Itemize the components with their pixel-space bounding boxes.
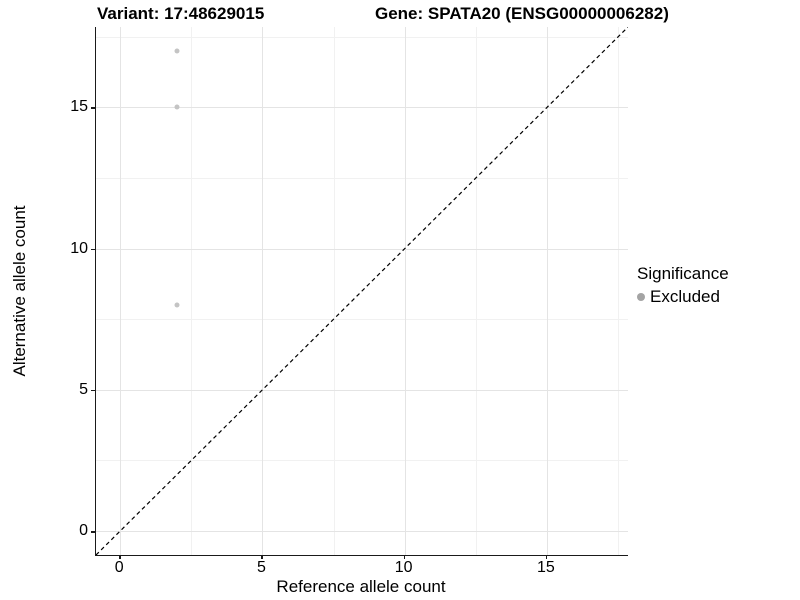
y-axis-title: Alternative allele count bbox=[10, 205, 29, 377]
x-tick-label: 10 bbox=[394, 559, 413, 576]
major-gridline bbox=[96, 107, 628, 109]
x-tick-label: 15 bbox=[537, 559, 555, 576]
legend-item-label: Excluded bbox=[650, 287, 720, 306]
y-tick-mark bbox=[91, 531, 95, 533]
major-gridline bbox=[96, 389, 628, 391]
y-tick-mark bbox=[91, 107, 95, 109]
minor-gridline bbox=[96, 178, 628, 180]
y-tick-label: 5 bbox=[79, 380, 88, 398]
x-tick-mark bbox=[545, 555, 548, 559]
data-point bbox=[174, 48, 180, 54]
excluded-point-icon bbox=[637, 293, 645, 301]
minor-gridline bbox=[333, 27, 335, 555]
major-gridline bbox=[546, 27, 548, 555]
minor-gridline bbox=[96, 460, 628, 462]
minor-gridline bbox=[618, 27, 620, 555]
x-axis-title: Reference allele count bbox=[276, 577, 446, 596]
major-gridline bbox=[262, 27, 264, 555]
major-gridline bbox=[96, 531, 628, 532]
y-tick-label: 10 bbox=[70, 239, 88, 257]
plot-title-gene: Gene: SPATA20 (ENSG00000006282) bbox=[375, 4, 669, 23]
x-tick-mark bbox=[261, 555, 263, 559]
x-tick-mark bbox=[119, 555, 121, 559]
minor-gridline bbox=[191, 27, 193, 555]
minor-gridline bbox=[96, 319, 628, 321]
y-tick-mark bbox=[91, 389, 95, 392]
y-tick-mark bbox=[91, 248, 95, 251]
y-tick-label: 15 bbox=[70, 98, 88, 116]
data-point bbox=[174, 104, 180, 110]
minor-gridline bbox=[96, 36, 628, 38]
legend-title: Significance bbox=[637, 264, 729, 283]
x-tick-label: 0 bbox=[114, 559, 124, 576]
major-gridline bbox=[120, 27, 122, 555]
plot-panel bbox=[95, 27, 628, 556]
x-tick-label: 5 bbox=[256, 559, 266, 576]
legend-item-excluded: Excluded bbox=[637, 287, 729, 307]
y-tick-label: 0 bbox=[79, 522, 88, 539]
major-gridline bbox=[404, 27, 406, 555]
data-point bbox=[174, 302, 180, 308]
plot-title-variant: Variant: 17:48629015 bbox=[97, 4, 265, 23]
identity-dashed-line bbox=[96, 27, 628, 555]
x-tick-mark bbox=[403, 555, 406, 559]
major-gridline bbox=[96, 248, 628, 250]
legend: Significance Excluded bbox=[637, 264, 729, 307]
minor-gridline bbox=[475, 27, 477, 555]
